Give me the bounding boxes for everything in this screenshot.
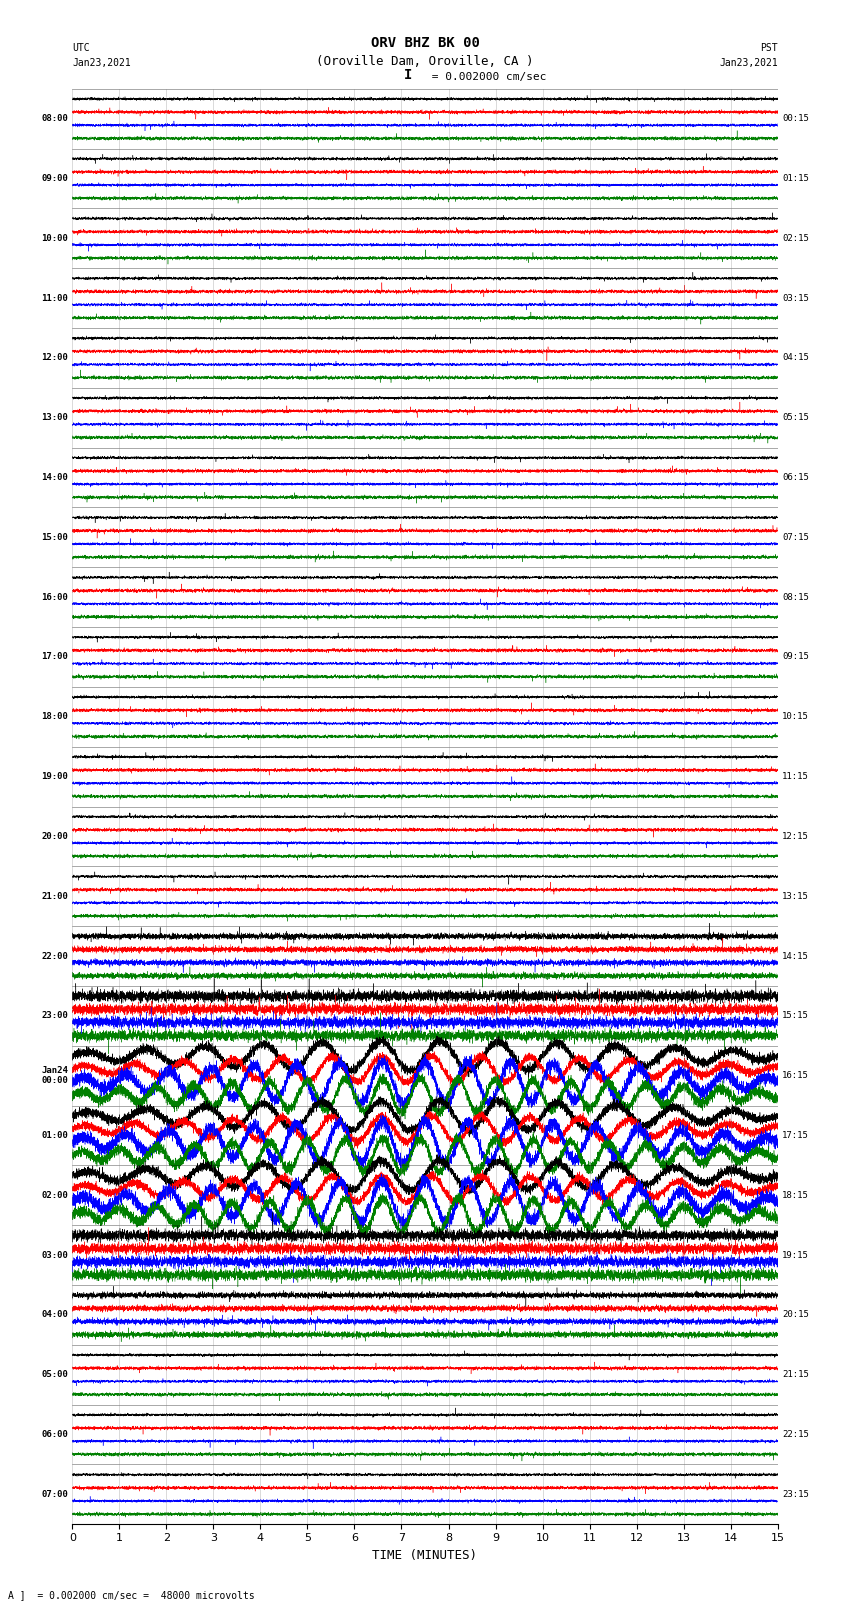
Text: 01:00: 01:00 [41, 1131, 68, 1140]
Text: 22:15: 22:15 [782, 1431, 809, 1439]
Text: 03:00: 03:00 [41, 1250, 68, 1260]
Text: 17:00: 17:00 [41, 653, 68, 661]
Text: 03:15: 03:15 [782, 294, 809, 303]
Text: Jan23,2021: Jan23,2021 [72, 58, 131, 68]
Text: UTC: UTC [72, 44, 90, 53]
Text: (Oroville Dam, Oroville, CA ): (Oroville Dam, Oroville, CA ) [316, 55, 534, 68]
Text: 09:00: 09:00 [41, 174, 68, 182]
Text: 05:15: 05:15 [782, 413, 809, 423]
Text: ORV BHZ BK 00: ORV BHZ BK 00 [371, 35, 479, 50]
Text: 10:15: 10:15 [782, 713, 809, 721]
Text: 15:00: 15:00 [41, 532, 68, 542]
Text: 08:00: 08:00 [41, 115, 68, 123]
Text: 12:15: 12:15 [782, 832, 809, 840]
Text: 16:15: 16:15 [782, 1071, 809, 1081]
Text: 01:15: 01:15 [782, 174, 809, 182]
Text: 20:15: 20:15 [782, 1310, 809, 1319]
Text: 19:15: 19:15 [782, 1250, 809, 1260]
Text: A ]  = 0.002000 cm/sec =  48000 microvolts: A ] = 0.002000 cm/sec = 48000 microvolts [8, 1590, 255, 1600]
Text: I: I [404, 68, 412, 82]
Text: 02:15: 02:15 [782, 234, 809, 242]
Text: 12:00: 12:00 [41, 353, 68, 363]
Text: Jan23,2021: Jan23,2021 [719, 58, 778, 68]
Text: 23:00: 23:00 [41, 1011, 68, 1021]
Text: 21:00: 21:00 [41, 892, 68, 900]
Text: 23:15: 23:15 [782, 1490, 809, 1498]
Text: 14:15: 14:15 [782, 952, 809, 960]
Text: 18:00: 18:00 [41, 713, 68, 721]
Text: 04:00: 04:00 [41, 1310, 68, 1319]
Text: 16:00: 16:00 [41, 592, 68, 602]
X-axis label: TIME (MINUTES): TIME (MINUTES) [372, 1548, 478, 1561]
Text: 05:00: 05:00 [41, 1371, 68, 1379]
Text: 21:15: 21:15 [782, 1371, 809, 1379]
Text: 06:00: 06:00 [41, 1431, 68, 1439]
Text: PST: PST [760, 44, 778, 53]
Text: 11:15: 11:15 [782, 773, 809, 781]
Text: 19:00: 19:00 [41, 773, 68, 781]
Text: 10:00: 10:00 [41, 234, 68, 242]
Text: 07:15: 07:15 [782, 532, 809, 542]
Text: 22:00: 22:00 [41, 952, 68, 960]
Text: 13:00: 13:00 [41, 413, 68, 423]
Text: 15:15: 15:15 [782, 1011, 809, 1021]
Text: Jan24
00:00: Jan24 00:00 [41, 1066, 68, 1086]
Text: 11:00: 11:00 [41, 294, 68, 303]
Text: 06:15: 06:15 [782, 473, 809, 482]
Text: 02:00: 02:00 [41, 1190, 68, 1200]
Text: 20:00: 20:00 [41, 832, 68, 840]
Text: 17:15: 17:15 [782, 1131, 809, 1140]
Text: = 0.002000 cm/sec: = 0.002000 cm/sec [425, 73, 547, 82]
Text: 00:15: 00:15 [782, 115, 809, 123]
Text: 13:15: 13:15 [782, 892, 809, 900]
Text: 14:00: 14:00 [41, 473, 68, 482]
Text: 07:00: 07:00 [41, 1490, 68, 1498]
Text: 08:15: 08:15 [782, 592, 809, 602]
Text: 18:15: 18:15 [782, 1190, 809, 1200]
Text: 04:15: 04:15 [782, 353, 809, 363]
Text: 09:15: 09:15 [782, 653, 809, 661]
